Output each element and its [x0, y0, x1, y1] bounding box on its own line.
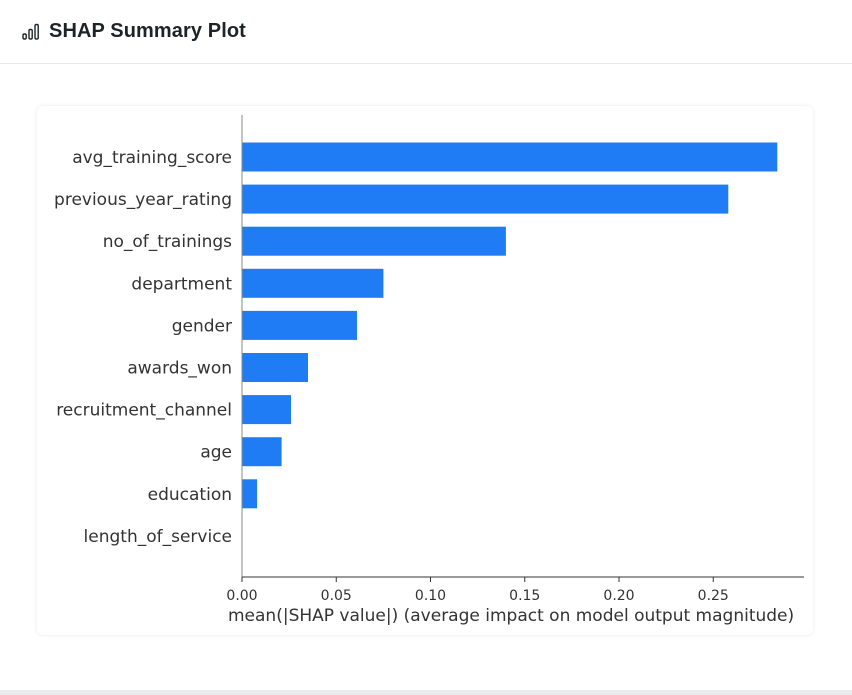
x-tick-label: 0.20: [603, 588, 634, 604]
bar-avg-training-score: [242, 142, 778, 172]
bar-department: [242, 268, 384, 298]
y-tick-label: gender: [172, 316, 232, 336]
bar-age: [242, 437, 282, 467]
x-tick-label: 0.10: [415, 588, 446, 604]
y-tick-labels-group: avg_training_score previous_year_ratingno…: [54, 148, 232, 547]
y-tick-label: length_of_service: [84, 527, 232, 547]
axes-group: [241, 115, 804, 578]
x-tick-label: 0.05: [321, 588, 352, 604]
x-tick-label: 0.25: [698, 588, 729, 604]
y-tick-label: age: [200, 443, 232, 463]
bar-education: [242, 479, 258, 509]
panel-header: SHAP Summary Plot: [0, 0, 852, 64]
y-tick-label: awards_won: [127, 359, 232, 379]
y-tick-label: education: [148, 485, 232, 505]
y-tick-label: previous_year_rating: [54, 190, 232, 210]
y-tick-label: recruitment_channel: [56, 401, 232, 421]
bar-previous-year-rating: [242, 184, 729, 214]
y-tick-label: department: [131, 274, 232, 294]
bar-chart-icon: [22, 23, 39, 40]
bars-group: [242, 142, 778, 509]
x-ticks-group: 0.00 0.05 0.10 0.15 0.20 0.25: [226, 577, 729, 604]
x-tick-label: 0.00: [226, 588, 257, 604]
bar-recruitment-channel: [242, 395, 291, 425]
bar-no-of-trainings: [242, 226, 506, 256]
x-axis-label: mean(|SHAP value|) (average impact on mo…: [228, 606, 794, 626]
bar-gender: [242, 310, 357, 340]
page-title: SHAP Summary Plot: [49, 20, 246, 42]
y-tick-label: avg_training_score: [72, 148, 232, 168]
bar-awards-won: [242, 353, 308, 382]
y-tick-label: no_of_trainings: [103, 232, 232, 252]
x-tick-label: 0.15: [509, 588, 540, 604]
shap-bar-chart: avg_training_score previous_year_ratingno…: [54, 115, 804, 626]
bottom-scrollbar-track: [0, 690, 852, 695]
